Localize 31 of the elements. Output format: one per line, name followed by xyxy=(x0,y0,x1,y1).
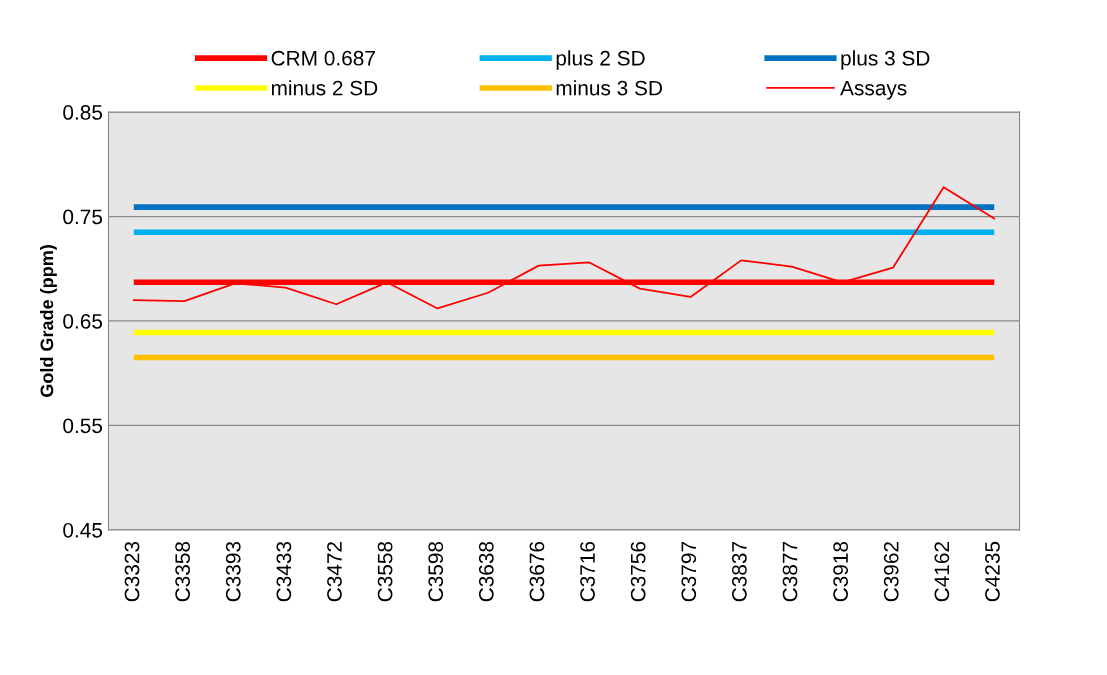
x-tick-label: C3962 xyxy=(883,542,899,602)
x-tick-label: C4235 xyxy=(985,541,1000,602)
y-tick-label: 0.85 xyxy=(63,105,103,120)
x-tick-label: C3797 xyxy=(681,542,697,602)
x-tick-label: C3393 xyxy=(225,541,241,602)
y-tick-label: 0.65 xyxy=(63,313,103,329)
legend-label: plus 3 SD xyxy=(841,50,930,70)
x-tick-label: C3323 xyxy=(124,541,140,602)
x-tick-label: C3716 xyxy=(580,541,595,602)
x-tick-label: C3676 xyxy=(529,541,545,602)
x-tick-label: C3358 xyxy=(175,541,190,602)
y-tick-label: 0.75 xyxy=(63,209,103,225)
x-tick-label: C3877 xyxy=(782,542,798,602)
line-series xyxy=(132,186,996,310)
x-tick-label: C3756 xyxy=(630,541,646,602)
x-tick-label: C3638 xyxy=(478,541,494,602)
x-tick-label: C3472 xyxy=(327,542,342,602)
x-tick-label: C3558 xyxy=(377,541,393,602)
y-tick-label: 0.55 xyxy=(63,418,103,434)
x-tick-label: C3837 xyxy=(732,542,747,602)
x-tick-label: C3433 xyxy=(276,541,292,602)
y-tick-label: 0.45 xyxy=(63,522,103,538)
legend-label: minus 3 SD xyxy=(556,80,662,96)
legend-label: minus 2 SD xyxy=(271,80,378,96)
x-tick-label: C3598 xyxy=(428,541,444,602)
legend-label: CRM 0.687 xyxy=(271,50,375,66)
x-tick-label: C3918 xyxy=(833,541,848,602)
legend-label: plus 2 SD xyxy=(556,50,645,70)
x-tick-label: C4162 xyxy=(934,542,950,602)
y-axis-title: Gold Grade (ppm) xyxy=(40,245,57,397)
legend-label: Assays xyxy=(840,80,907,100)
